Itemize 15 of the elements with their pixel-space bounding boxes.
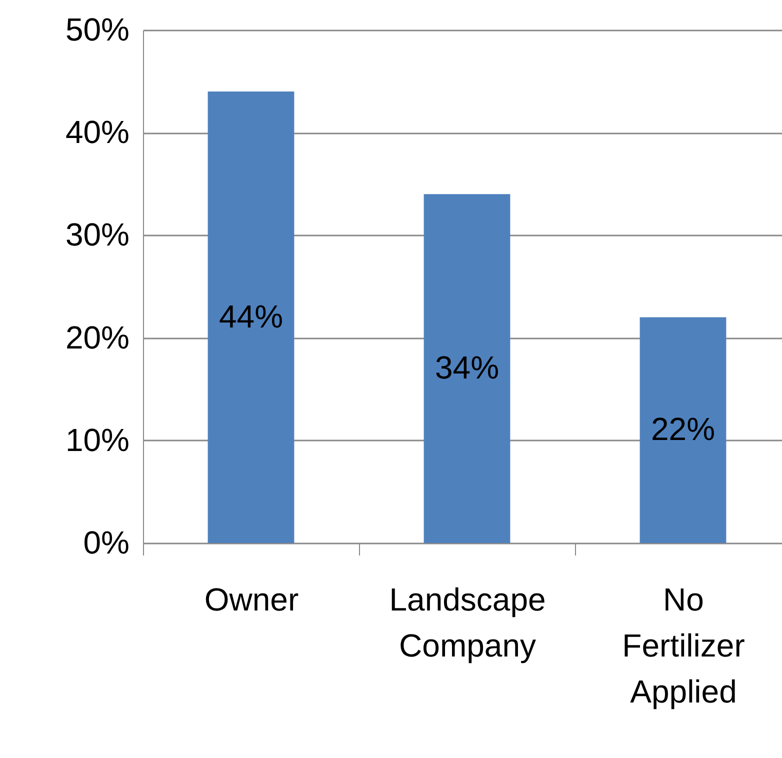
data-label: 34% bbox=[434, 350, 500, 386]
data-label: 22% bbox=[650, 411, 716, 448]
y-tick-label: 0% bbox=[83, 524, 130, 560]
y-tick-label: 10% bbox=[65, 422, 130, 458]
bar bbox=[640, 317, 726, 543]
y-tick-label: 50% bbox=[65, 12, 130, 48]
x-tick-label: Owner bbox=[204, 582, 299, 618]
data-label: 44% bbox=[218, 298, 284, 334]
x-tick-label: No Fertilizer Applied bbox=[622, 582, 746, 710]
y-tick-label: 30% bbox=[65, 216, 130, 253]
bar bbox=[208, 92, 294, 543]
bar bbox=[424, 194, 510, 543]
x-tick-label: Landscape Company bbox=[389, 582, 546, 664]
y-tick-label: 40% bbox=[65, 114, 130, 150]
y-tick-label: 20% bbox=[65, 319, 130, 356]
